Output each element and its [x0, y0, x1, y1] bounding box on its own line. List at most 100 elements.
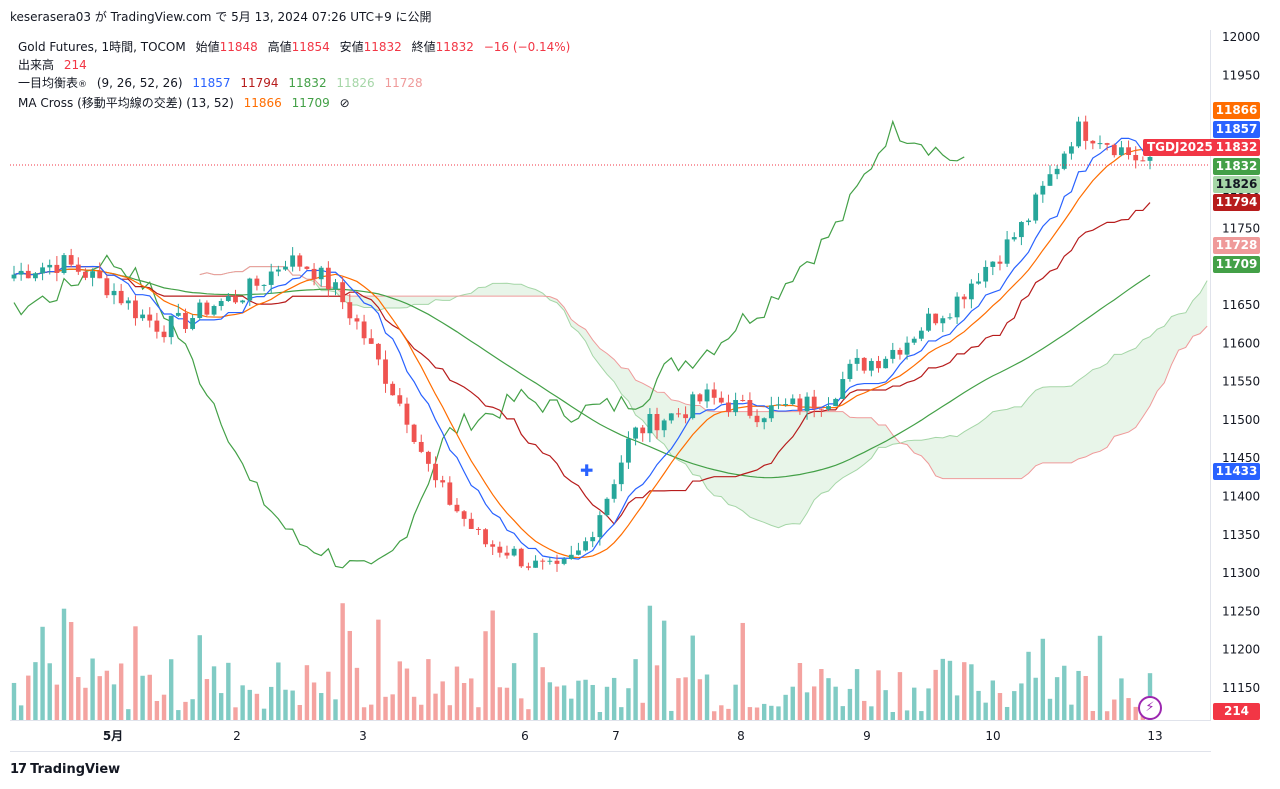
volume-bar [776, 706, 781, 720]
candle-body [1040, 185, 1046, 195]
volume-bar [754, 707, 760, 720]
volume-bar [1097, 635, 1103, 720]
volume-bar [711, 711, 717, 720]
volume-bar [261, 708, 267, 720]
time-tick: 2 [233, 729, 241, 743]
volume-bar [311, 682, 317, 720]
legend-ma-row[interactable]: MA Cross (移動平均線の交差) (13, 52) 11866 11709… [18, 94, 570, 112]
tradingview-logo[interactable]: 17 TradingView [10, 762, 120, 777]
time-axis-labels: 5月 2 3 6 7 8 9 10 13 [103, 729, 1163, 743]
candle-body [918, 330, 924, 339]
volume-bar [376, 619, 381, 720]
candle-body [840, 379, 846, 399]
volume-bar [633, 659, 638, 720]
candle-body [1104, 143, 1110, 145]
tenkan-value: 11857 [192, 76, 231, 90]
candle-body [683, 414, 688, 419]
candle-body [797, 398, 803, 412]
volume-bar [369, 704, 374, 720]
volume-bar [161, 694, 167, 720]
time-tick: 10 [985, 729, 1000, 743]
candle-body [1083, 121, 1089, 141]
volume-bar [969, 664, 974, 720]
candle-body [597, 515, 603, 538]
flash-icon[interactable]: ⚡ [1138, 696, 1162, 720]
price-tick: 11550 [1222, 375, 1260, 389]
volume-bar [1119, 678, 1124, 720]
price-axis-label: 11857 [1213, 121, 1260, 138]
volume-bar [104, 670, 110, 720]
candle-body [161, 331, 167, 338]
candle-body [876, 360, 881, 369]
legend-ichimoku-row[interactable]: 一目均衡表® (9, 26, 52, 26) 11857 11794 11832… [18, 74, 570, 94]
candle-body [1133, 154, 1139, 161]
price-axis-label: 11866 [1213, 102, 1260, 119]
candle-body [668, 413, 674, 421]
chart-pane[interactable] [10, 30, 1211, 720]
candle-body [883, 358, 889, 369]
symbol-title[interactable]: Gold Futures, 1時間, TOCOM [18, 40, 186, 54]
candle-body [404, 403, 410, 425]
volume-bar [390, 694, 395, 720]
candle-body [75, 264, 81, 272]
volume-bar [233, 707, 238, 720]
volume-bar [176, 710, 181, 720]
volume-bar [669, 710, 674, 720]
volume-bar [1026, 651, 1031, 720]
candle-body [933, 313, 939, 324]
candle-body [497, 546, 503, 553]
price-tick: 11250 [1222, 604, 1260, 618]
spanA-value: 11826 [336, 76, 375, 90]
volume-bar [454, 666, 460, 720]
volume-bar [1133, 706, 1138, 720]
ichimoku-params: (9, 26, 52, 26) [96, 76, 183, 90]
volume-bar [940, 658, 946, 720]
volume-bar [561, 685, 567, 720]
candle-body [218, 300, 224, 307]
ma-slow-line [13, 268, 1151, 479]
candle-body [1076, 121, 1081, 147]
candle-body [183, 312, 188, 329]
volume-bar [18, 705, 24, 720]
candle-body [754, 415, 760, 423]
volume-bar [61, 608, 67, 720]
candle-body [533, 560, 538, 568]
candle-body [440, 480, 446, 483]
volume-bar [140, 675, 145, 720]
time-axis[interactable] [10, 720, 1211, 752]
hidden-icon[interactable]: ⊘ [339, 96, 350, 110]
volume-bar [483, 631, 488, 720]
volume-bar [797, 663, 803, 720]
candle-body [547, 560, 553, 562]
volume-bar [76, 677, 81, 720]
price-tick: 11500 [1222, 413, 1260, 427]
candles [11, 115, 1153, 572]
candle-body [861, 357, 867, 371]
candle-body [275, 269, 281, 272]
volume-bar [354, 667, 360, 720]
volume-bar [383, 696, 388, 720]
candle-body [1147, 156, 1153, 161]
volume-bar [547, 682, 553, 720]
volume-bar [697, 679, 703, 720]
time-tick: 9 [863, 729, 871, 743]
candle-body [61, 255, 67, 273]
volume-bar [1040, 638, 1046, 720]
candle-body [1033, 194, 1039, 221]
volume-bar [26, 675, 31, 720]
candle-body [868, 360, 874, 371]
candle-body [397, 395, 403, 404]
volume-bar [833, 686, 838, 720]
volume-bar [504, 687, 510, 720]
candle-body [390, 383, 396, 396]
candle-body [1097, 143, 1103, 145]
price-tick: 11400 [1222, 490, 1260, 504]
candle-body [618, 462, 624, 485]
legend-volume-row[interactable]: 出来高 214 [18, 56, 570, 74]
volume-bar [290, 690, 295, 720]
candle-body [704, 389, 710, 402]
candle-body [747, 400, 753, 416]
ichimoku-label: 一目均衡表 [18, 76, 79, 90]
volume-bar [919, 711, 924, 720]
